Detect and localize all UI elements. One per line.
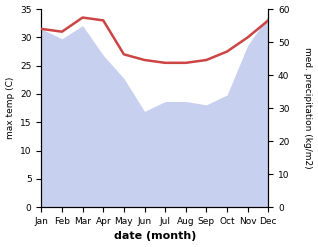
Y-axis label: med. precipitation (kg/m2): med. precipitation (kg/m2) (303, 47, 313, 169)
Y-axis label: max temp (C): max temp (C) (5, 77, 15, 139)
X-axis label: date (month): date (month) (114, 231, 196, 242)
